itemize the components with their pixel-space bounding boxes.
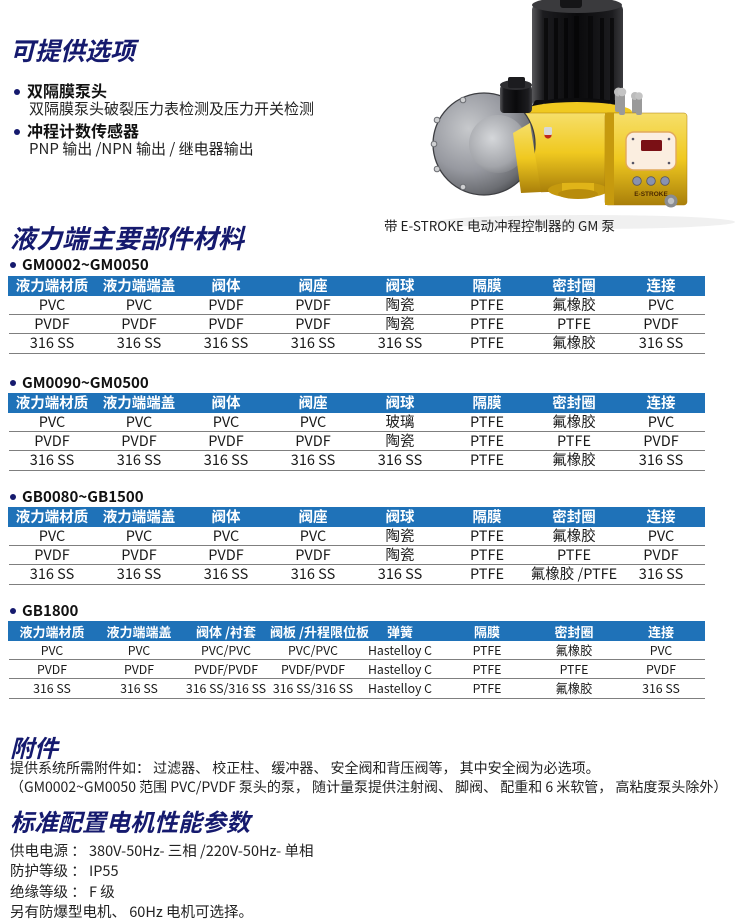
- svg-text:E-STROKE: E-STROKE: [634, 191, 668, 198]
